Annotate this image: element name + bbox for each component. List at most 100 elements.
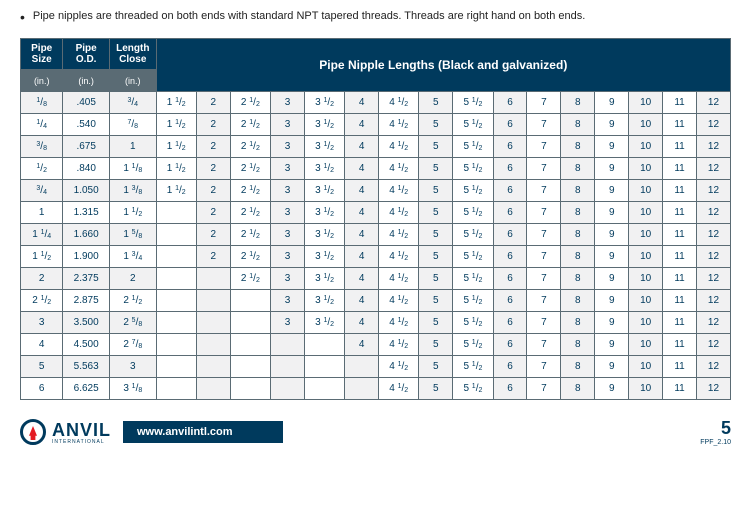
length-cell: 8	[561, 378, 595, 400]
length-cell: 3 1/2	[304, 114, 344, 136]
length-cell	[230, 312, 270, 334]
length-cell: 10	[629, 290, 663, 312]
length-cell: 9	[595, 246, 629, 268]
length-cell: 10	[629, 246, 663, 268]
length-cell: 4	[345, 180, 379, 202]
length-cell: 11	[663, 158, 697, 180]
length-cell	[156, 334, 196, 356]
cell-size: 1/2	[21, 158, 63, 180]
length-cell	[196, 378, 230, 400]
cell-od: 1.660	[63, 224, 110, 246]
length-cell	[345, 356, 379, 378]
length-cell: 4 1/2	[379, 202, 419, 224]
col-length-close: LengthClose	[109, 39, 156, 70]
cell-size: 1	[21, 202, 63, 224]
cell-close: 1 1/2	[109, 202, 156, 224]
length-cell: 4 1/2	[379, 378, 419, 400]
length-cell: 2 1/2	[230, 158, 270, 180]
length-cell: 8	[561, 356, 595, 378]
length-cell: 7	[527, 334, 561, 356]
length-cell	[230, 378, 270, 400]
length-cell: 5 1/2	[453, 180, 493, 202]
length-cell: 12	[696, 158, 730, 180]
length-cell: 7	[527, 180, 561, 202]
length-cell: 5 1/2	[453, 378, 493, 400]
length-cell: 3 1/2	[304, 202, 344, 224]
length-cell	[156, 268, 196, 290]
length-cell: 2 1/2	[230, 268, 270, 290]
length-cell: 12	[696, 180, 730, 202]
length-cell: 5	[419, 136, 453, 158]
length-cell: 2	[196, 92, 230, 114]
length-cell: 3	[271, 92, 305, 114]
length-cell: 4 1/2	[379, 92, 419, 114]
length-cell: 3	[271, 312, 305, 334]
note-text: Pipe nipples are threaded on both ends w…	[33, 10, 585, 22]
cell-od: 1.050	[63, 180, 110, 202]
length-cell: 11	[663, 246, 697, 268]
length-cell: 9	[595, 158, 629, 180]
anvil-icon	[20, 419, 46, 445]
length-cell: 1 1/2	[156, 180, 196, 202]
length-cell: 5 1/2	[453, 356, 493, 378]
brand-name: ANVIL	[52, 420, 111, 441]
length-cell: 4	[345, 202, 379, 224]
unit-close: (in.)	[109, 70, 156, 92]
length-cell: 3	[271, 180, 305, 202]
cell-size: 5	[21, 356, 63, 378]
table-row: 55.5633 4 1/255 1/26789101112	[21, 356, 731, 378]
length-cell: 2 1/2	[230, 136, 270, 158]
length-cell	[304, 356, 344, 378]
length-cell: 11	[663, 202, 697, 224]
cell-od: 1.315	[63, 202, 110, 224]
length-cell	[196, 290, 230, 312]
page-footer: ANVIL INTERNATIONAL www.anvilintl.com 5 …	[20, 418, 731, 446]
length-cell	[156, 378, 196, 400]
length-cell: 4	[345, 114, 379, 136]
cell-close: 1	[109, 136, 156, 158]
length-cell: 3	[271, 202, 305, 224]
length-cell: 8	[561, 224, 595, 246]
length-cell: 1 1/2	[156, 114, 196, 136]
length-cell: 3	[271, 114, 305, 136]
length-cell: 4	[345, 246, 379, 268]
length-cell: 5	[419, 356, 453, 378]
cell-close: 1 1/8	[109, 158, 156, 180]
length-cell: 5 1/2	[453, 290, 493, 312]
length-cell: 3 1/2	[304, 92, 344, 114]
cell-size: 2 1/2	[21, 290, 63, 312]
intro-note: • Pipe nipples are threaded on both ends…	[20, 10, 731, 24]
col-pipe-od: PipeO.D.	[63, 39, 110, 70]
table-row: 2 1/22.8752 1/2 33 1/244 1/255 1/2678910…	[21, 290, 731, 312]
length-cell: 9	[595, 136, 629, 158]
length-cell: 11	[663, 180, 697, 202]
length-cell: 4 1/2	[379, 158, 419, 180]
length-cell: 7	[527, 290, 561, 312]
table-row: 1/8.4053/41 1/222 1/233 1/244 1/255 1/26…	[21, 92, 731, 114]
length-cell: 3 1/2	[304, 290, 344, 312]
length-cell: 8	[561, 114, 595, 136]
cell-close: 2 5/8	[109, 312, 156, 334]
length-cell	[196, 334, 230, 356]
table-header: PipeSize PipeO.D. LengthClose Pipe Nippl…	[21, 39, 731, 92]
length-cell	[271, 356, 305, 378]
length-cell: 10	[629, 136, 663, 158]
length-cell: 10	[629, 202, 663, 224]
length-cell: 8	[561, 246, 595, 268]
cell-close: 1 5/8	[109, 224, 156, 246]
length-cell: 7	[527, 268, 561, 290]
length-cell: 5 1/2	[453, 158, 493, 180]
unit-size: (in.)	[21, 70, 63, 92]
length-cell: 3 1/2	[304, 246, 344, 268]
length-cell: 11	[663, 224, 697, 246]
length-cell: 8	[561, 334, 595, 356]
length-cell: 11	[663, 356, 697, 378]
cell-close: 2	[109, 268, 156, 290]
length-cell: 6	[493, 114, 527, 136]
length-cell: 10	[629, 378, 663, 400]
length-cell: 6	[493, 246, 527, 268]
length-cell: 12	[696, 136, 730, 158]
cell-size: 1/8	[21, 92, 63, 114]
length-cell: 6	[493, 312, 527, 334]
length-cell: 3	[271, 224, 305, 246]
